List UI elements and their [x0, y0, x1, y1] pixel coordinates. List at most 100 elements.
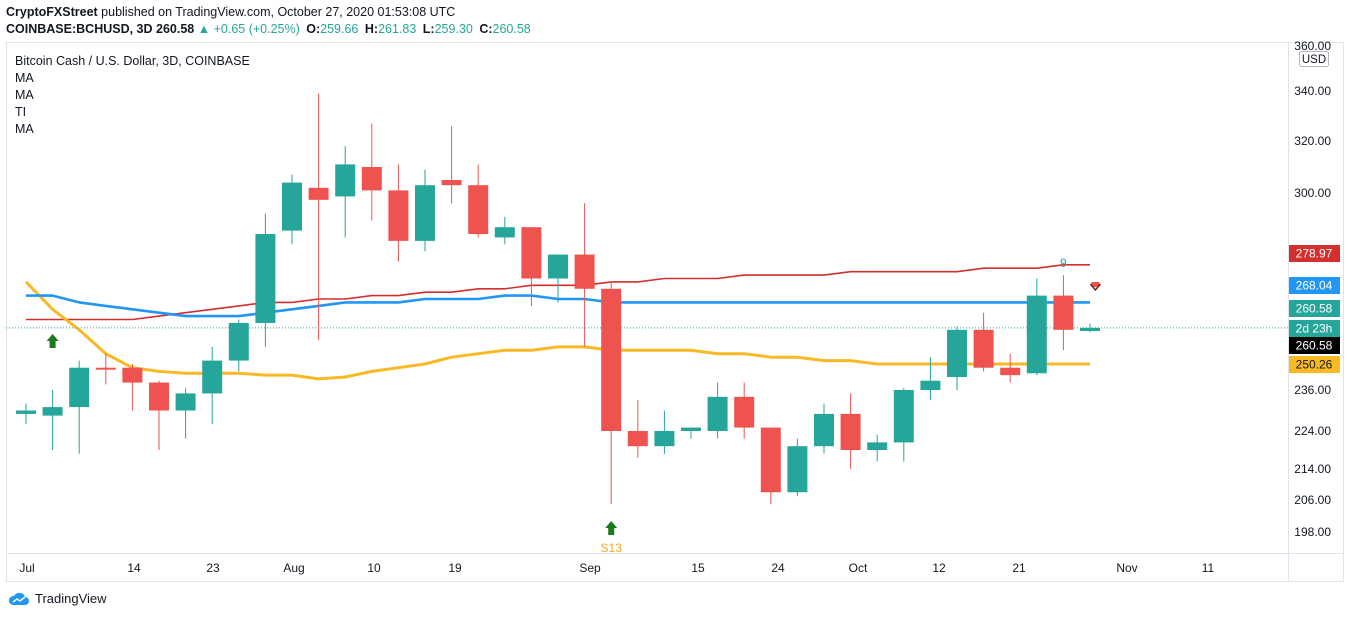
- high-label: H:: [364, 22, 379, 36]
- price-scale-label: 2d 23h: [1289, 320, 1340, 337]
- candle: [42, 390, 63, 450]
- currency-badge: [1299, 51, 1329, 67]
- candle-body: [441, 180, 462, 186]
- candle: [149, 380, 169, 450]
- price-scale-label-bg: [1289, 300, 1340, 317]
- candle: [654, 410, 675, 454]
- candle-body: [867, 442, 888, 450]
- time-tick-label: 14: [127, 561, 141, 575]
- time-tick-label: 11: [1202, 561, 1215, 575]
- candle-body: [707, 396, 728, 431]
- chart-legend: Bitcoin Cash / U.S. Dollar, 3D, COINBASE…: [15, 53, 250, 138]
- close-label: C:: [479, 22, 493, 36]
- price-tick-label: 360.00: [1294, 39, 1331, 53]
- candle-body: [654, 431, 675, 447]
- candle-body: [175, 393, 196, 411]
- candle: [601, 281, 622, 504]
- low-label: L:: [422, 22, 435, 36]
- time-tick-label: Nov: [1116, 561, 1137, 575]
- candle: [947, 326, 967, 390]
- candle: [122, 364, 143, 411]
- candle-body: [574, 254, 595, 289]
- candle: [228, 319, 249, 372]
- price-scale-label-text: 278.97: [1296, 247, 1333, 261]
- candle-body: [1080, 327, 1100, 331]
- candle-body: [548, 254, 568, 279]
- price-scale-label-bg: [1289, 277, 1340, 294]
- candle: [734, 382, 755, 439]
- candle: [468, 164, 489, 238]
- candle: [16, 403, 36, 425]
- candle: [681, 427, 701, 439]
- symbol-line: COINBASE:BCHUSD, 3D 260.58 ▲ +0.65 (+0.2…: [6, 22, 531, 36]
- candle-body: [840, 413, 861, 450]
- candle-body: [468, 185, 489, 235]
- candle-body: [308, 187, 329, 200]
- candle: [707, 382, 728, 439]
- legend-ma-3[interactable]: MA: [15, 122, 34, 136]
- last-price: 260.58: [156, 22, 195, 36]
- legend-title: Bitcoin Cash / U.S. Dollar, 3D, COINBASE: [15, 54, 250, 68]
- candle-body: [494, 227, 515, 238]
- candle: [202, 346, 223, 425]
- tradingview-brand[interactable]: TradingView: [8, 591, 107, 606]
- candle: [814, 403, 834, 454]
- time-tick-label: 19: [448, 561, 462, 575]
- candle-body: [415, 185, 435, 241]
- candle: [361, 123, 382, 221]
- candle-body: [42, 407, 63, 416]
- publisher-name: CryptoFXStreet: [6, 5, 98, 19]
- price-change: +0.65 (+0.25%): [213, 22, 300, 36]
- price-scale-label: 278.97: [1289, 245, 1340, 262]
- candle: [69, 360, 90, 454]
- candle: [1080, 323, 1100, 333]
- price-tick-label: 224.00: [1294, 424, 1331, 438]
- price-tick-label: 320.00: [1294, 134, 1331, 148]
- symbol-name: COINBASE:BCHUSD, 3D: [6, 22, 153, 36]
- buy-arrow-icon: [46, 334, 59, 348]
- candle: [441, 126, 462, 204]
- price-tick-label: 236.00: [1294, 383, 1331, 397]
- chart-border: [6, 42, 1344, 582]
- sell-arrow-icon: [1089, 283, 1101, 292]
- candle-body: [681, 427, 701, 431]
- candle: [893, 388, 914, 462]
- candle: [627, 400, 648, 458]
- candle-body: [521, 227, 542, 279]
- candle-body: [282, 182, 302, 231]
- candle: [282, 174, 302, 245]
- time-tick-label: Jul: [19, 561, 34, 575]
- candle: [574, 203, 595, 347]
- time-tick-label: Oct: [849, 561, 868, 575]
- legend-ma-2[interactable]: MA: [15, 88, 34, 102]
- candle: [760, 427, 781, 504]
- time-tick-label: Aug: [283, 561, 304, 575]
- signal-label: 9: [1060, 256, 1067, 270]
- candle-body: [255, 234, 276, 323]
- candle-body: [361, 167, 382, 191]
- candle-body: [1026, 295, 1047, 374]
- footer-brand-text: TradingView: [35, 591, 107, 606]
- legend-ma-1[interactable]: MA: [15, 71, 34, 85]
- candle-body: [947, 329, 967, 377]
- price-scale-label-text: 250.26: [1296, 358, 1333, 372]
- candle-body: [627, 431, 648, 447]
- price-scale-label-bg: [1289, 320, 1340, 337]
- candle: [1026, 278, 1047, 376]
- candle-body: [202, 360, 223, 394]
- candle: [867, 434, 888, 462]
- candle: [175, 388, 196, 439]
- time-tick-label: 15: [691, 561, 705, 575]
- publish-info: published on TradingView.com, October 27…: [101, 5, 456, 19]
- candle-body: [787, 446, 808, 493]
- candle-body: [601, 288, 622, 431]
- candle-body: [1000, 367, 1021, 376]
- price-scale-label: 250.26: [1289, 356, 1340, 373]
- price-scale-label-text: 260.58: [1296, 339, 1333, 353]
- sell-marker-icon: [1091, 282, 1100, 287]
- tradingview-cloud-icon: [8, 592, 29, 605]
- price-scale-label-bg: [1289, 245, 1340, 262]
- candle: [308, 93, 329, 341]
- legend-ti[interactable]: TI: [15, 105, 27, 119]
